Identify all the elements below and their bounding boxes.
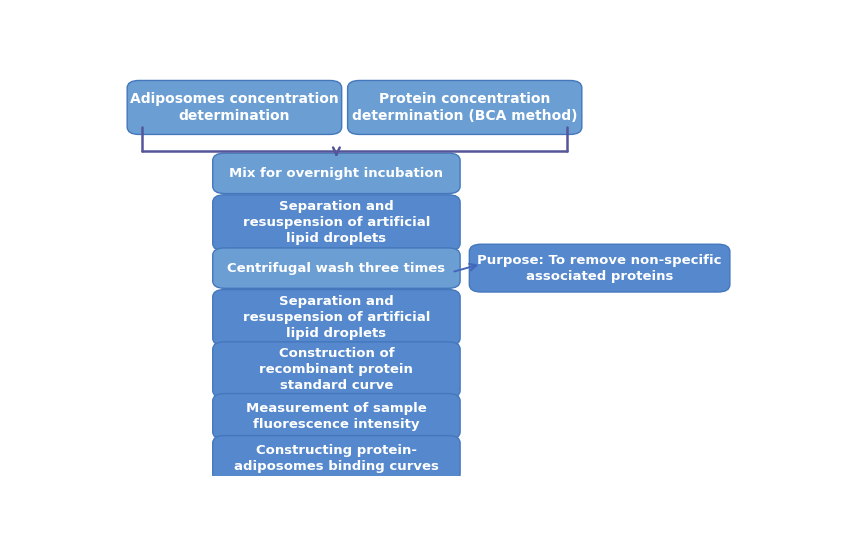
FancyBboxPatch shape [347,80,582,134]
FancyBboxPatch shape [213,195,460,251]
FancyBboxPatch shape [213,394,460,439]
FancyBboxPatch shape [213,435,460,482]
Text: Separation and
resuspension of artificial
lipid droplets: Separation and resuspension of artificia… [243,200,430,246]
FancyBboxPatch shape [127,80,341,134]
FancyBboxPatch shape [213,342,460,398]
Text: Purpose: To remove non-specific
associated proteins: Purpose: To remove non-specific associat… [477,254,722,282]
Text: Separation and
resuspension of artificial
lipid droplets: Separation and resuspension of artificia… [243,295,430,340]
Text: Adiposomes concentration
determination: Adiposomes concentration determination [130,92,339,123]
FancyBboxPatch shape [213,153,460,194]
Text: Centrifugal wash three times: Centrifugal wash three times [228,262,446,274]
Text: Measurement of sample
fluorescence intensity: Measurement of sample fluorescence inten… [246,402,427,431]
Text: Protein concentration
determination (BCA method): Protein concentration determination (BCA… [352,92,577,123]
Text: Mix for overnight incubation: Mix for overnight incubation [229,167,443,180]
Text: Construction of
recombinant protein
standard curve: Construction of recombinant protein stan… [260,347,413,392]
FancyBboxPatch shape [469,244,730,292]
FancyBboxPatch shape [213,289,460,346]
Text: Constructing protein-
adiposomes binding curves: Constructing protein- adiposomes binding… [234,444,439,473]
FancyBboxPatch shape [213,248,460,288]
